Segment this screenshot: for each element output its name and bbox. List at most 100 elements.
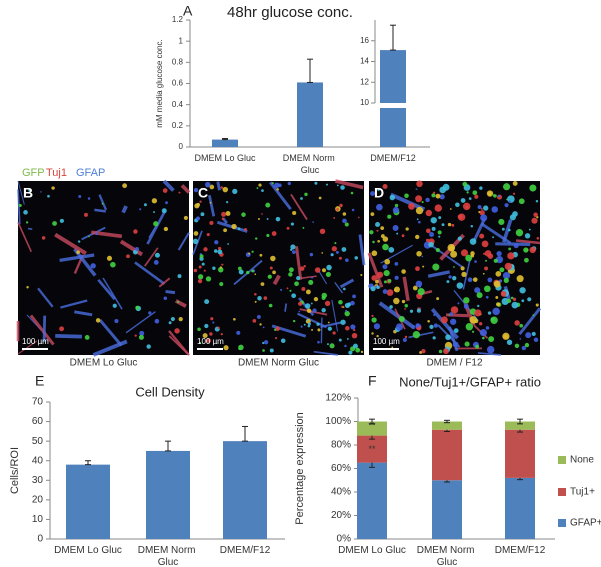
cell: [271, 231, 277, 236]
cell: [412, 331, 421, 339]
cell: [345, 258, 349, 263]
cell: [519, 338, 522, 340]
cell: [18, 203, 22, 208]
cell: [298, 310, 301, 313]
cell: [510, 296, 514, 300]
cell: [464, 341, 470, 347]
fiber: [318, 270, 328, 285]
cell: [327, 321, 330, 324]
cell: [457, 214, 463, 220]
cell: [126, 254, 130, 259]
cell: [220, 186, 224, 189]
cell: [59, 326, 65, 332]
cell: [425, 209, 432, 217]
cell: [421, 255, 424, 258]
cell: [373, 323, 381, 330]
cell: [389, 194, 396, 201]
significance: **: [368, 444, 376, 454]
cell: [357, 216, 360, 219]
cell: [153, 211, 155, 214]
y2-tick-label: 16: [360, 36, 369, 45]
legend-swatch: [558, 519, 566, 527]
cell: [446, 280, 450, 284]
fiber: [208, 195, 216, 217]
cell: [493, 280, 501, 288]
fiber: [17, 221, 33, 253]
cell: [195, 216, 201, 221]
cell: [495, 296, 499, 299]
y-tick-label: 1: [179, 36, 184, 45]
cell: [174, 328, 180, 334]
cell: [433, 191, 436, 194]
cell: [286, 287, 289, 290]
x-tick-label: DMEM/F12: [495, 545, 546, 556]
bar: [380, 50, 406, 103]
cell: [478, 210, 481, 214]
x-tick-label: DMEM/F12: [220, 545, 271, 556]
cell: [383, 280, 387, 284]
y2-tick-label: 12: [360, 77, 369, 86]
cell: [536, 236, 540, 240]
cell: [329, 343, 335, 349]
cell: [269, 348, 274, 353]
cell: [521, 299, 525, 303]
cell: [435, 193, 441, 199]
y-tick-label: 40: [32, 455, 44, 466]
cell: [153, 221, 159, 227]
cell: [438, 349, 443, 354]
cell: [519, 323, 524, 328]
fiber: [168, 330, 190, 356]
cell: [405, 227, 409, 231]
cell: [470, 251, 475, 256]
panel-label: D: [374, 185, 384, 201]
cell: [493, 258, 498, 263]
cell: [223, 228, 227, 233]
cell: [290, 222, 294, 226]
cell: [474, 260, 477, 263]
cell: [343, 287, 346, 291]
cell: [508, 228, 511, 232]
cell: [51, 186, 55, 190]
cell: [197, 327, 201, 332]
cell: [306, 319, 308, 322]
cell: [335, 250, 339, 254]
cell: [502, 271, 511, 280]
cell: [84, 334, 90, 340]
cell: [258, 183, 262, 187]
cell: [524, 342, 530, 348]
cell: [499, 267, 505, 273]
cell: [146, 344, 151, 349]
cell: [427, 319, 430, 323]
cell: [506, 298, 512, 303]
cell: [431, 193, 436, 198]
cell: [398, 316, 405, 323]
cell: [226, 201, 229, 204]
fiber: [313, 350, 339, 356]
cell: [112, 303, 117, 308]
fiber: [37, 287, 54, 308]
fiber: [269, 181, 292, 210]
cell: [317, 340, 320, 344]
cell: [415, 195, 423, 203]
cell: [412, 285, 418, 291]
fiber: [427, 270, 451, 278]
cell: [219, 281, 224, 287]
bar-segment: [432, 480, 462, 539]
cell: [219, 266, 223, 269]
cell: [266, 218, 269, 220]
cell: [154, 252, 160, 258]
cell: [344, 344, 347, 348]
cell: [467, 277, 473, 283]
cell: [263, 340, 269, 345]
cell: [162, 188, 168, 193]
fiber: [334, 179, 364, 190]
cell: [310, 302, 313, 305]
cell: [476, 292, 483, 299]
cell: [134, 334, 137, 337]
cell: [483, 285, 491, 293]
cell: [470, 254, 475, 258]
y-tick-label: 80%: [331, 440, 351, 451]
cell: [259, 323, 262, 326]
cell: [324, 300, 331, 307]
cell: [336, 207, 339, 211]
